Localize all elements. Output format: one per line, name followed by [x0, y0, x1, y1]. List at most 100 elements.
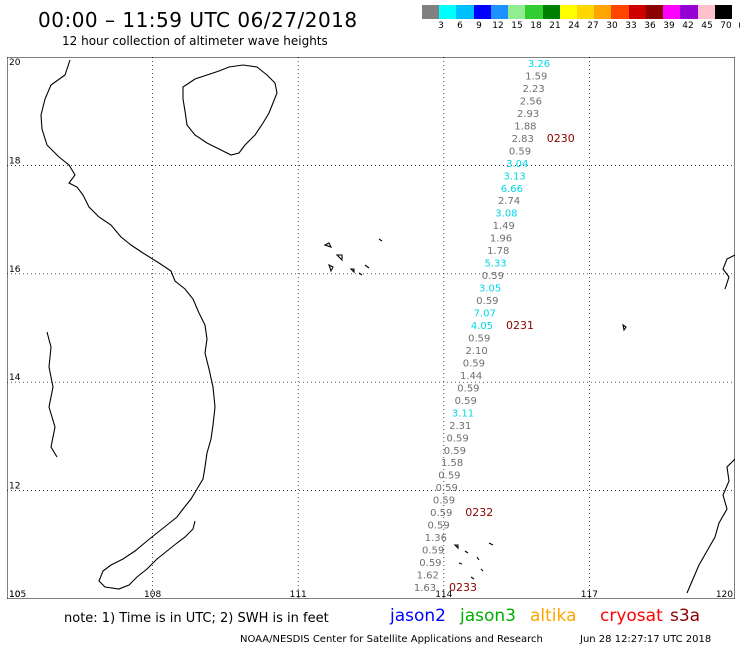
wave-height-value: 1.44	[460, 371, 482, 382]
color-swatch	[645, 5, 664, 19]
wave-height-value: 2.23	[522, 84, 544, 95]
legend-cryosat: cryosat	[600, 606, 663, 626]
legend-altika: altika	[530, 606, 577, 626]
color-scale-label: 36	[644, 21, 656, 31]
wave-height-value: 0.59	[463, 358, 485, 369]
coastline-vietnam	[40, 59, 216, 590]
wave-height-value: 0.59	[509, 146, 531, 157]
color-swatch	[611, 5, 629, 19]
wave-height-value: 0.59	[419, 558, 441, 569]
wave-height-map[interactable]: 3.261.592.232.562.931.882.830.593.043.13…	[6, 56, 736, 600]
wave-height-value: 1.49	[493, 221, 515, 232]
color-swatch	[559, 5, 577, 19]
map-frame	[6, 56, 736, 600]
wave-height-value: 1.63	[414, 583, 436, 594]
color-scale-label: 21	[549, 21, 561, 31]
wave-height-value: 1.59	[525, 71, 547, 82]
island-cluster-spratly	[453, 542, 494, 580]
color-scale-label: 6	[457, 21, 463, 31]
wave-height-value: 0.59	[438, 471, 460, 482]
color-swatch	[663, 5, 681, 19]
color-swatch	[680, 5, 698, 19]
wave-height-value: 2.74	[498, 196, 520, 207]
wave-height-value: 0.59	[430, 508, 452, 519]
color-swatch	[576, 5, 595, 19]
legend-s3a: s3a	[670, 606, 701, 626]
longitude-label: 114	[435, 590, 452, 599]
longitude-label: 117	[581, 590, 598, 599]
color-scale-label: 18	[530, 21, 542, 31]
color-swatch	[714, 5, 732, 19]
coastline-east-edge	[686, 254, 736, 594]
color-scale-label: 30	[606, 21, 618, 31]
wave-height-value: 0.59	[455, 396, 477, 407]
color-swatch	[439, 5, 457, 19]
color-scale-label: 33	[625, 21, 637, 31]
pass-time-label: 0233	[449, 581, 477, 594]
wave-height-value: 0.59	[482, 271, 504, 282]
color-swatch	[456, 5, 474, 19]
wave-height-value: 2.56	[520, 96, 542, 107]
wave-height-value: 3.05	[479, 284, 501, 295]
wave-height-value: 1.78	[487, 246, 509, 257]
wave-height-value: 0.59	[433, 496, 455, 507]
color-swatch	[490, 5, 509, 19]
color-swatch	[473, 5, 491, 19]
color-scale-label: 12	[492, 21, 504, 31]
longitude-label: 108	[144, 590, 161, 599]
legend-jason3: jason3	[460, 606, 516, 626]
latitude-label: 20	[9, 58, 21, 68]
latitude-labels: 20 18 16 14 12 10	[9, 58, 21, 600]
longitude-label: 111	[290, 590, 307, 599]
island-cluster-paracel	[323, 238, 383, 276]
map-panel[interactable]: 3.26 1.59 2.23 2.56 2.93 1.88 2.83 0.59 3.04 3.13…	[6, 56, 736, 600]
latitude-label: 12	[9, 482, 20, 492]
color-scale-label: 24	[568, 21, 580, 31]
color-swatch	[508, 5, 526, 19]
latitude-label: 16	[9, 265, 21, 275]
wave-height-value: 1.62	[417, 571, 439, 582]
color-scale-label: 39	[663, 21, 675, 31]
color-scale-label: 42	[682, 21, 694, 31]
wave-height-value: 2.31	[449, 421, 471, 432]
wave-height-value: 0.59	[468, 333, 490, 344]
wave-height-value: 2.93	[517, 109, 539, 120]
wave-height-value: 0.59	[436, 483, 458, 494]
latitude-label: 10	[9, 590, 21, 599]
legend-jason2: jason2	[390, 606, 446, 626]
credit-line: NOAA/NESDIS Center for Satellite Applica…	[240, 634, 543, 645]
color-swatch	[594, 5, 612, 19]
pass-time-label: 0230	[547, 132, 575, 145]
wave-height-value: 1.88	[514, 121, 536, 132]
wave-height-value: 2.10	[465, 346, 487, 357]
generated-timestamp: Jun 28 12:27:17 UTC 2018	[580, 634, 712, 645]
wave-height-value: 4.05	[471, 321, 493, 332]
wave-height-value: 5.33	[484, 259, 506, 270]
coastline-hainan-island	[182, 64, 278, 156]
coastlines	[40, 59, 736, 594]
pass-time-label: 0232	[465, 506, 493, 519]
color-swatch	[422, 5, 440, 19]
longitude-label: 120	[716, 590, 733, 599]
wave-height-value: 6.66	[501, 184, 523, 195]
altimeter-track: 3.261.592.232.562.931.882.830.593.043.13…	[414, 59, 550, 594]
pass-time-label: 0231	[506, 319, 534, 332]
graticule	[7, 57, 735, 599]
wave-height-value: 3.04	[506, 159, 528, 170]
coastline-west-fragment	[46, 331, 58, 458]
wave-height-value: 0.59	[444, 446, 466, 457]
latitude-label: 14	[9, 373, 21, 383]
wave-height-value: 3.08	[495, 209, 517, 220]
color-scale-label: 45	[701, 21, 713, 31]
color-scale-label: 15	[511, 21, 523, 31]
wave-height-value: 2.83	[512, 134, 534, 145]
color-scale-label: (ft)	[738, 21, 740, 31]
longitude-labels: 105 108 111 114 117 120	[9, 590, 733, 600]
footer-note: note: 1) Time is in UTC; 2) SWH is in fe…	[64, 611, 329, 626]
map-title: 00:00 – 11:59 UTC 06/27/2018	[38, 8, 358, 32]
wave-height-value: 3.26	[528, 59, 550, 70]
color-swatch	[697, 5, 715, 19]
color-swatch	[542, 5, 560, 19]
